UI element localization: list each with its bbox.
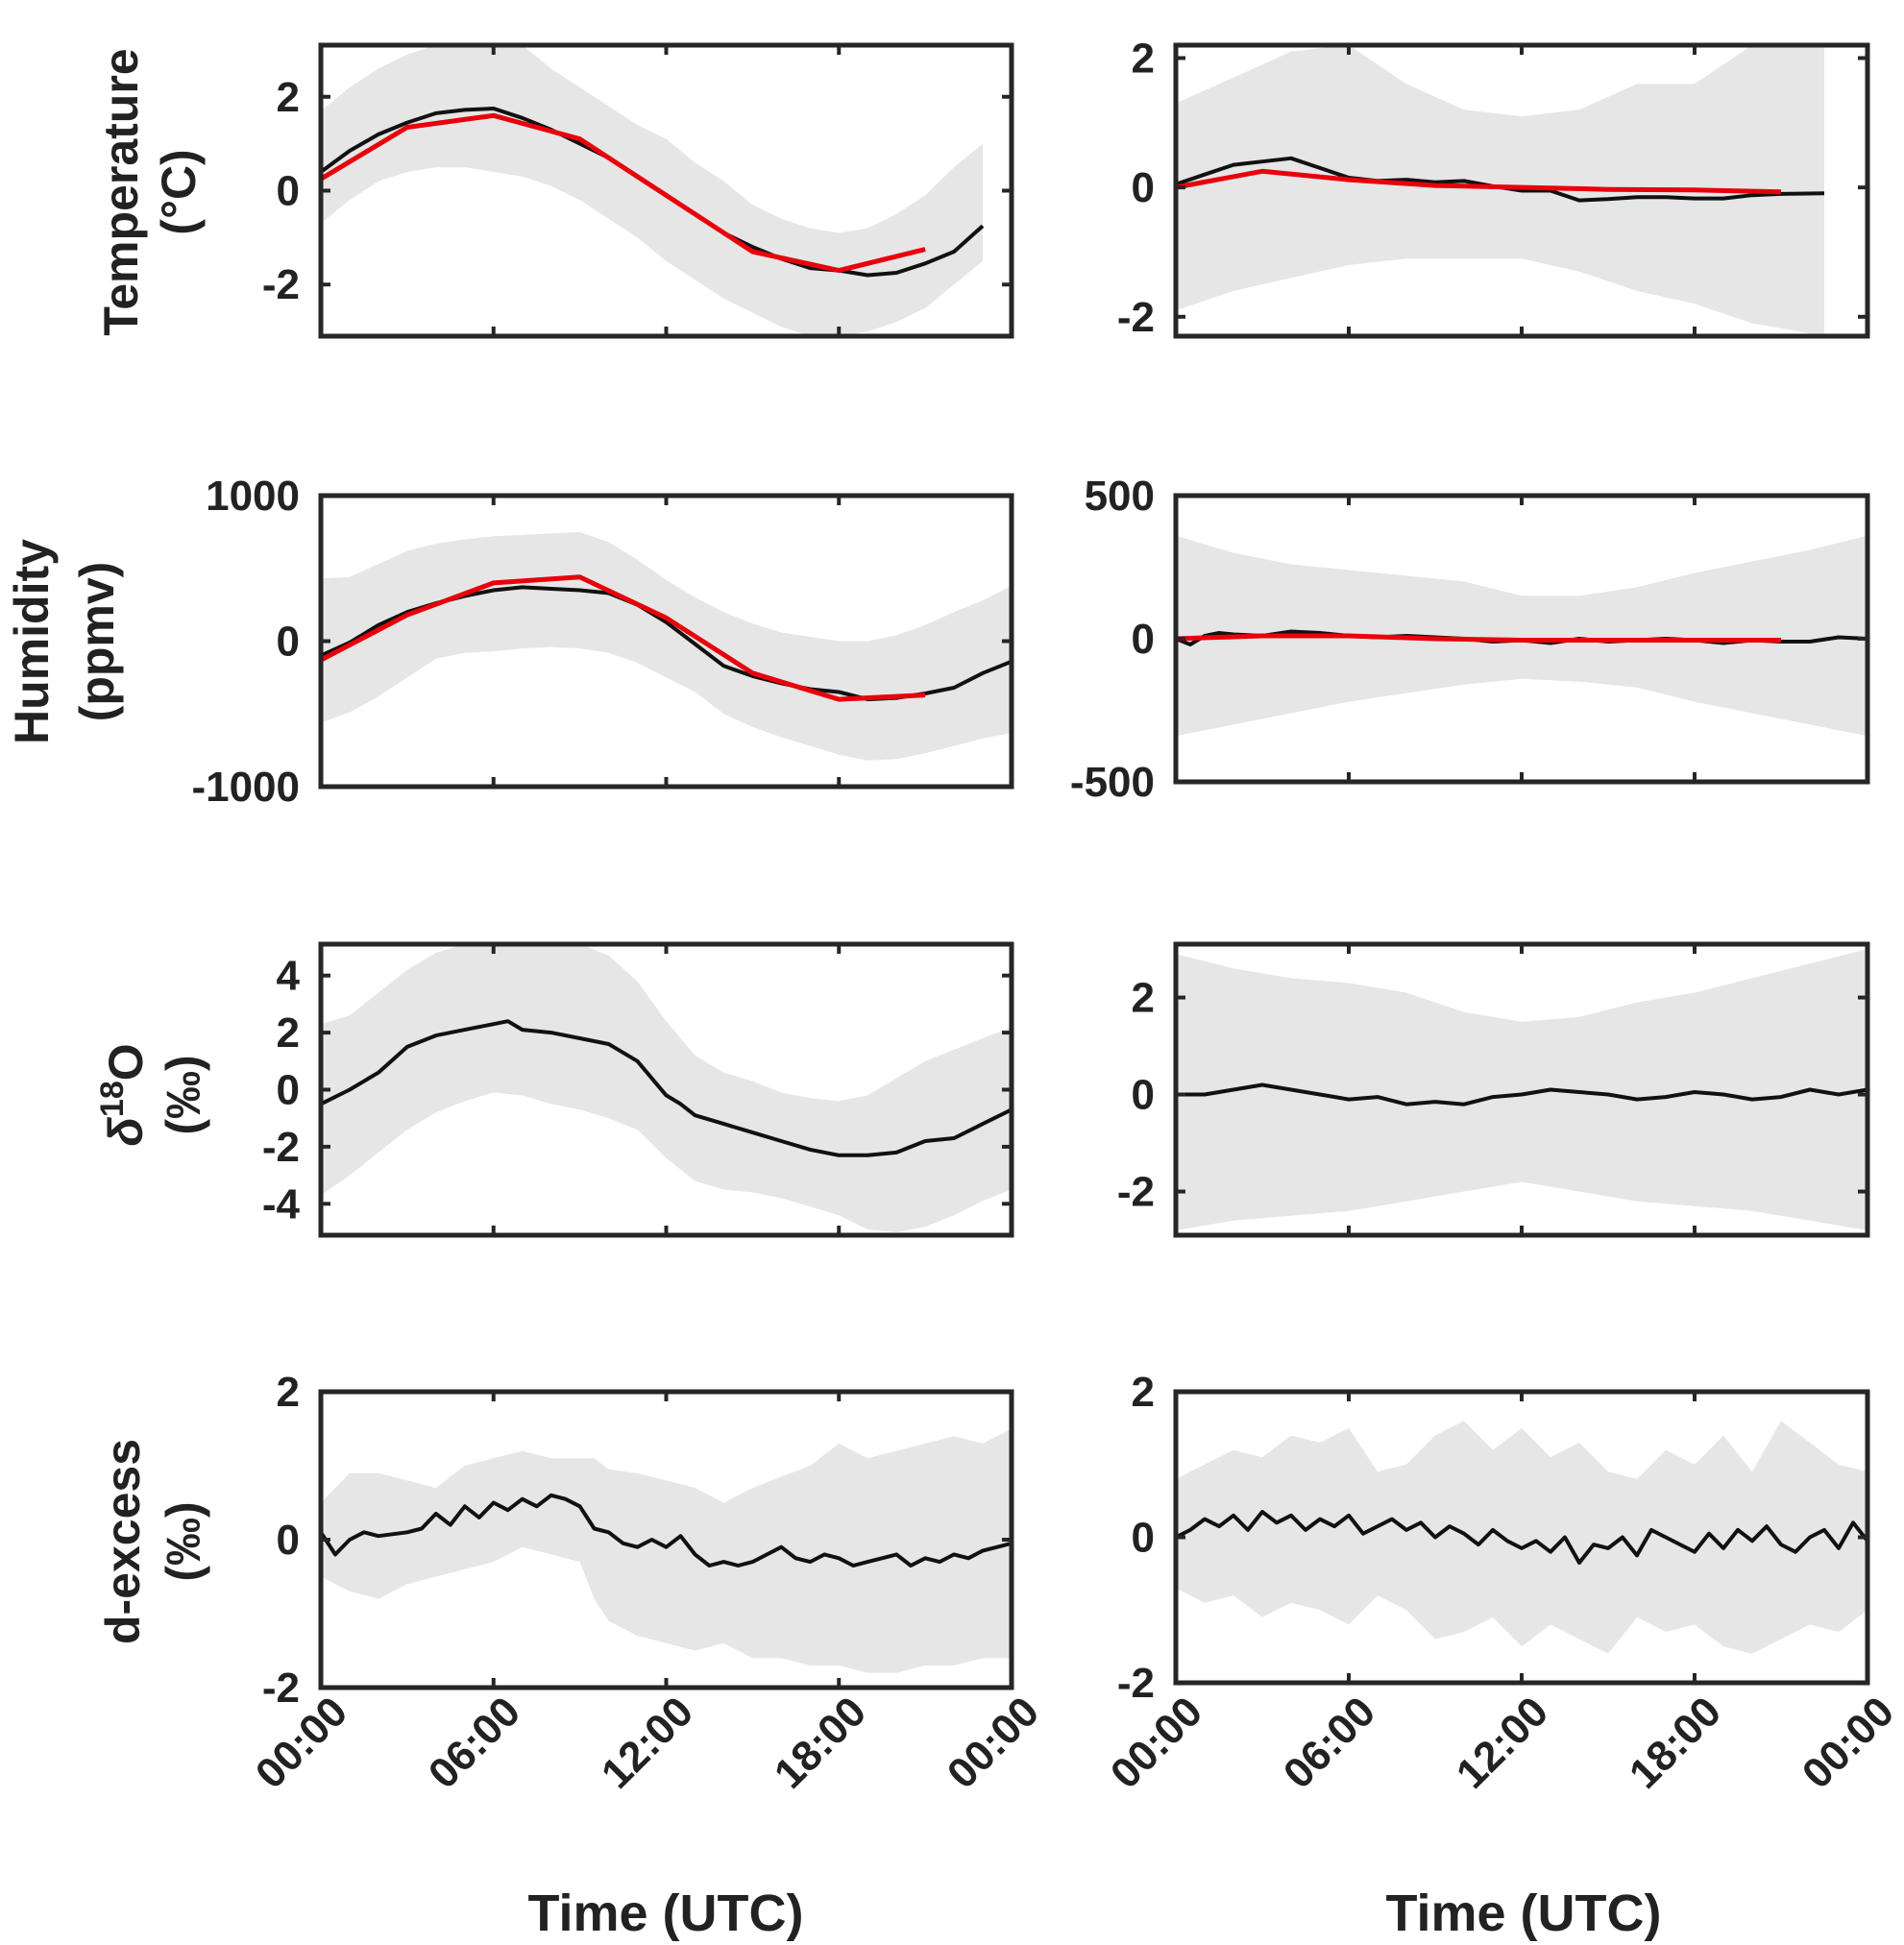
xtick-right-2: 12:00 xyxy=(1448,1688,1557,1797)
plot-area xyxy=(1176,949,1867,1230)
y-tick-label: 0 xyxy=(1132,164,1155,211)
y-tick-label: 2 xyxy=(1132,975,1155,1022)
plot-area xyxy=(321,45,985,336)
series-line-red xyxy=(321,112,926,274)
panel-temp-left: -2 0 2 xyxy=(262,42,1014,339)
uncertainty-band xyxy=(1176,949,1867,1230)
ylabel-dexcess: d-excess xyxy=(96,1439,150,1644)
xtick-right-1: 06:00 xyxy=(1275,1688,1384,1797)
xtick-left-1: 06:00 xyxy=(420,1688,529,1797)
y-tick-label: -2 xyxy=(1117,1169,1155,1216)
series-line-black xyxy=(1176,1082,1867,1106)
ylabel-humidity-unit: (ppmv) xyxy=(70,562,124,722)
y-tick-label: 0 xyxy=(277,168,300,215)
ylabel-dexcess-unit: (‰) xyxy=(157,1501,210,1581)
xlabel-right: Time (UTC) xyxy=(1385,1884,1661,1942)
series-line-red xyxy=(1176,168,1782,195)
panel-hum-left: -1000 0 1000 xyxy=(191,473,1014,811)
y-tick-label: 0 xyxy=(277,619,300,666)
ylabel-d18o-delta: δ xyxy=(99,1117,153,1147)
plot-area xyxy=(321,944,1012,1232)
plot-area xyxy=(1176,45,1825,336)
y-tick-label: 0 xyxy=(1132,1515,1155,1562)
y-tick-label: -1000 xyxy=(191,764,300,811)
xtick-left-2: 12:00 xyxy=(593,1688,702,1797)
uncertainty-band xyxy=(1176,45,1824,336)
y-tick-label: -2 xyxy=(262,1124,300,1171)
ylabel-d18o-sup: 18 xyxy=(94,1081,131,1117)
panel-d18o-right: -2 0 2 xyxy=(1117,941,1870,1238)
uncertainty-band xyxy=(1176,1421,1867,1654)
y-tick-label: -2 xyxy=(262,261,300,308)
uncertainty-band xyxy=(321,1428,1012,1673)
y-tick-label: 500 xyxy=(1085,473,1155,520)
xtick-right-3: 18:00 xyxy=(1621,1688,1730,1797)
panel-dex-right: -2 0 2 xyxy=(1117,1369,1870,1707)
panel-hum-right: -500 0 500 xyxy=(1070,473,1870,806)
uncertainty-band xyxy=(321,531,1012,761)
xtick-left-4: 00:00 xyxy=(939,1688,1048,1797)
y-tick-label: 0 xyxy=(1132,616,1155,663)
xtick-right-4: 00:00 xyxy=(1794,1688,1903,1797)
y-tick-label: -2 xyxy=(262,1665,300,1712)
y-tick-label: 2 xyxy=(1132,1369,1155,1416)
y-tick-label: 1000 xyxy=(206,473,300,520)
ylabel-temperature: Temperature xyxy=(94,48,148,335)
y-tick-label: 2 xyxy=(277,74,300,121)
ylabel-d18o-o: O xyxy=(99,1043,153,1081)
ylabel-d18o-unit: (‰) xyxy=(157,1055,210,1134)
uncertainty-band xyxy=(1176,535,1867,737)
panel-dex-left: -2 0 2 xyxy=(262,1369,1014,1712)
ylabel-d18o: δ18O xyxy=(94,1043,153,1146)
uncertainty-band xyxy=(321,944,1012,1232)
y-tick-label: 0 xyxy=(277,1067,300,1114)
series-line-black xyxy=(321,1019,1012,1157)
y-tick-label: -2 xyxy=(1117,294,1155,341)
xtick-left-3: 18:00 xyxy=(766,1688,875,1797)
series-line-red xyxy=(321,574,926,702)
y-tick-label: 2 xyxy=(277,1369,300,1416)
y-tick-label: 4 xyxy=(277,953,301,1000)
y-tick-label: 0 xyxy=(1132,1072,1155,1119)
y-tick-label: -2 xyxy=(1117,1660,1155,1707)
y-tick-label: -4 xyxy=(262,1180,301,1228)
ylabel-humidity: Humidity xyxy=(5,539,59,744)
series-line-black xyxy=(321,1493,1012,1568)
xlabel-left: Time (UTC) xyxy=(527,1884,803,1942)
plot-area xyxy=(321,531,1012,761)
panels: -2 0 2 -2 0 2 -1000 0 1000 -500 0 500 -4 -2 0 2 4 -2 0 2 -2 0… xyxy=(191,35,1870,1712)
series-line-red xyxy=(1176,633,1781,643)
series-line-black xyxy=(1176,1510,1867,1565)
y-tick-label: -500 xyxy=(1070,759,1155,806)
y-tick-label: 2 xyxy=(277,1009,300,1057)
plot-area xyxy=(1176,1421,1867,1654)
y-tick-label: 2 xyxy=(1132,35,1155,82)
uncertainty-band xyxy=(321,45,983,336)
panel-d18o-left: -4 -2 0 2 4 xyxy=(262,941,1014,1238)
panel-temp-right: -2 0 2 xyxy=(1117,35,1870,341)
plot-area xyxy=(1176,535,1867,737)
y-tick-label: 0 xyxy=(277,1517,300,1564)
plot-area xyxy=(321,1428,1012,1673)
ylabel-temperature-unit: (°C) xyxy=(152,149,206,234)
